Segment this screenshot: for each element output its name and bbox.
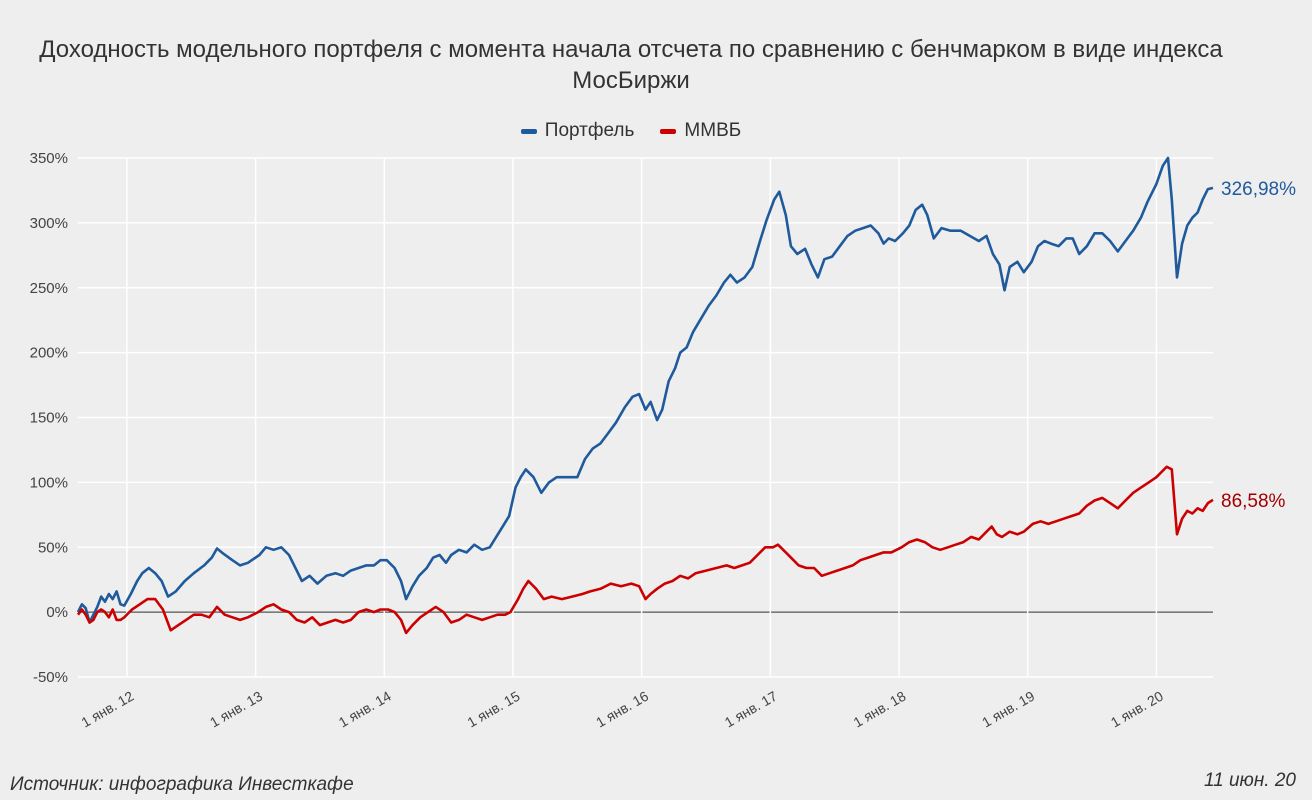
mmvb-end-label: 86,58% [1221,491,1286,512]
portfolio-line [76,156,1214,624]
y-tick-label: -50% [33,669,68,686]
chart-title: Доходность модельного портфеля с момента… [39,36,1223,94]
legend-label-portfolio: Портфель [544,120,635,141]
legend-swatch-mmvb [660,128,677,134]
y-tick-label: 50% [38,539,68,556]
legend-item-portfolio[interactable]: Портфель [520,120,635,142]
x-tick-label: 1 янв. 20 [1108,688,1166,731]
y-tick-label: 200% [30,345,68,362]
x-tick-label: 1 янв. 18 [850,688,908,731]
y-tick-label: 250% [30,280,68,297]
x-tick-label: 1 янв. 14 [336,688,394,731]
y-tick-label: 300% [30,215,68,232]
x-tick-label: 1 янв. 19 [979,688,1037,731]
date-note: 11 июн. 20 [1203,770,1296,791]
mmvb-line [76,465,1214,635]
x-tick-label: 1 янв. 16 [593,688,651,731]
source-note: Источник: инфографика Инвесткафе [10,774,354,795]
y-tick-label: 350% [30,150,68,167]
x-tick-label: 1 янв. 17 [722,688,780,731]
legend-label-mmvb: ММВБ [684,120,742,141]
legend-swatch-portfolio [520,128,537,134]
y-tick-label: 150% [30,410,68,427]
x-tick-label: 1 янв. 13 [207,688,265,731]
chart-legend: Портфель ММВБ [0,120,1262,142]
y-tick-label: 0% [46,604,68,621]
portfolio-end-label: 326,98% [1221,179,1296,200]
x-tick-label: 1 янв. 15 [464,688,522,731]
legend-item-mmvb[interactable]: ММВБ [660,120,741,142]
x-tick-label: 1 янв. 12 [78,688,136,731]
y-tick-label: 100% [30,474,68,491]
